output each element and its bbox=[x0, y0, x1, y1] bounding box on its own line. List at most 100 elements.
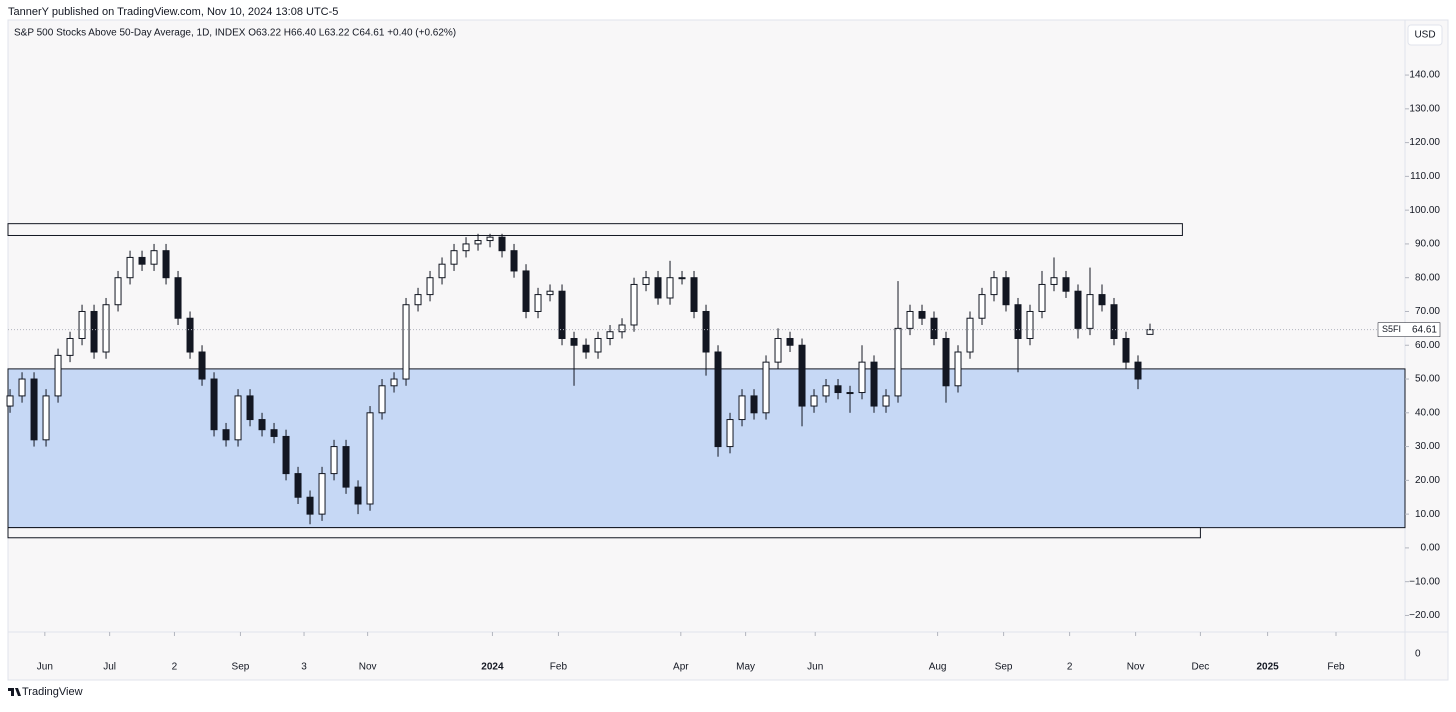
footer: TradingView bbox=[22, 686, 83, 698]
x-tick-label: 2024 bbox=[481, 662, 504, 673]
candle-body bbox=[822, 385, 830, 397]
candle-body bbox=[114, 277, 122, 306]
candle-body bbox=[222, 429, 230, 441]
x-tick-label: Sep bbox=[232, 662, 250, 673]
candle-body bbox=[210, 378, 218, 431]
logo bbox=[8, 688, 21, 696]
candle-body bbox=[774, 337, 782, 363]
candle-body bbox=[498, 236, 506, 252]
candle-body bbox=[942, 337, 950, 387]
candle-body bbox=[990, 277, 998, 296]
pane-label: 0 bbox=[1415, 649, 1421, 660]
x-tick-label: 3 bbox=[301, 662, 307, 673]
candle-body bbox=[1146, 329, 1154, 335]
candle-body bbox=[294, 473, 302, 498]
candle-body bbox=[138, 256, 146, 265]
x-tick-label: Aug bbox=[929, 662, 947, 673]
y-tick-label: 40.00 bbox=[1415, 407, 1440, 418]
candle-body bbox=[870, 361, 878, 407]
candle-body bbox=[186, 317, 194, 353]
candle-body bbox=[66, 337, 74, 356]
candle-body bbox=[1038, 283, 1046, 312]
candle-body bbox=[1002, 277, 1010, 306]
candle-body bbox=[978, 294, 986, 319]
candle-body bbox=[906, 310, 914, 329]
candle-body bbox=[570, 337, 578, 346]
candle-body bbox=[582, 344, 590, 353]
range-box bbox=[7, 223, 1183, 236]
candle-body bbox=[546, 290, 554, 296]
candle-body bbox=[858, 361, 866, 394]
candle-body bbox=[702, 310, 710, 353]
candle-body bbox=[1050, 277, 1058, 285]
candle-body bbox=[918, 310, 926, 319]
candle-body bbox=[42, 395, 50, 441]
candle-body bbox=[810, 395, 818, 407]
x-tick-label: Feb bbox=[550, 662, 568, 673]
candle-body bbox=[246, 395, 254, 421]
candle-body bbox=[258, 419, 266, 431]
y-tick-label: 100.00 bbox=[1409, 205, 1440, 216]
candle-body bbox=[1098, 294, 1106, 306]
candle-body bbox=[414, 294, 422, 306]
candle-body bbox=[618, 324, 626, 333]
candle-body bbox=[954, 351, 962, 387]
candle-body bbox=[18, 378, 26, 397]
candle-body bbox=[450, 250, 458, 265]
candle-body bbox=[534, 294, 542, 312]
y-tick-label: 90.00 bbox=[1415, 239, 1440, 250]
y-tick-label: 120.00 bbox=[1409, 137, 1440, 148]
candle-body bbox=[1110, 304, 1118, 339]
range-box bbox=[7, 527, 1201, 539]
candle-body bbox=[330, 446, 338, 475]
x-tick-label: Apr bbox=[673, 662, 689, 673]
candle-body bbox=[714, 351, 722, 448]
x-tick-label: Feb bbox=[1327, 662, 1345, 673]
x-tick-label: May bbox=[736, 662, 755, 673]
candle-body bbox=[894, 327, 902, 397]
candle-body bbox=[390, 378, 398, 387]
y-tick-label: 10.00 bbox=[1415, 509, 1440, 520]
x-tick-label: Jun bbox=[807, 662, 823, 673]
candle-body bbox=[510, 250, 518, 272]
last-price-label: 64.61 bbox=[1412, 324, 1437, 335]
x-tick-label: 2 bbox=[172, 662, 178, 673]
candle-body bbox=[90, 310, 98, 353]
candle-body bbox=[834, 385, 842, 394]
legend: S&P 500 Stocks Above 50-Day Average, 1D,… bbox=[14, 28, 456, 39]
candle-body bbox=[162, 250, 170, 279]
candle-body bbox=[78, 310, 86, 339]
y-tick-label: 110.00 bbox=[1410, 171, 1440, 182]
y-tick-label: 140.00 bbox=[1409, 70, 1440, 81]
header: TannerY published on TradingView.com, No… bbox=[8, 6, 338, 18]
candle-body bbox=[102, 304, 110, 353]
candle-body bbox=[486, 236, 494, 242]
candle-body bbox=[846, 392, 854, 395]
candle-body bbox=[762, 361, 770, 414]
candle-body bbox=[522, 270, 530, 312]
candle-body bbox=[234, 395, 242, 441]
candle-body bbox=[354, 486, 362, 505]
candle-body bbox=[798, 344, 806, 407]
candle-body bbox=[438, 263, 446, 279]
candle-body bbox=[606, 331, 614, 339]
candle-body bbox=[882, 395, 890, 407]
candle-body bbox=[318, 473, 326, 515]
y-tick-label: 130.00 bbox=[1409, 103, 1440, 114]
candle-body bbox=[150, 250, 158, 265]
candle-body bbox=[270, 429, 278, 437]
currency-button[interactable] bbox=[1407, 24, 1443, 46]
candle-body bbox=[306, 496, 314, 515]
candle-body bbox=[642, 277, 650, 285]
y-tick-label: −10.00 bbox=[1409, 576, 1440, 587]
y-tick-label: 0.00 bbox=[1421, 543, 1441, 554]
y-tick-label: 30.00 bbox=[1415, 441, 1440, 452]
candle-body bbox=[54, 354, 62, 397]
x-tick-label: Jun bbox=[37, 662, 53, 673]
last-price-box bbox=[1377, 322, 1441, 337]
candle-body bbox=[30, 378, 38, 441]
candle-body bbox=[342, 446, 350, 488]
candle-body bbox=[726, 419, 734, 448]
y-tick-label: 80.00 bbox=[1415, 272, 1440, 283]
